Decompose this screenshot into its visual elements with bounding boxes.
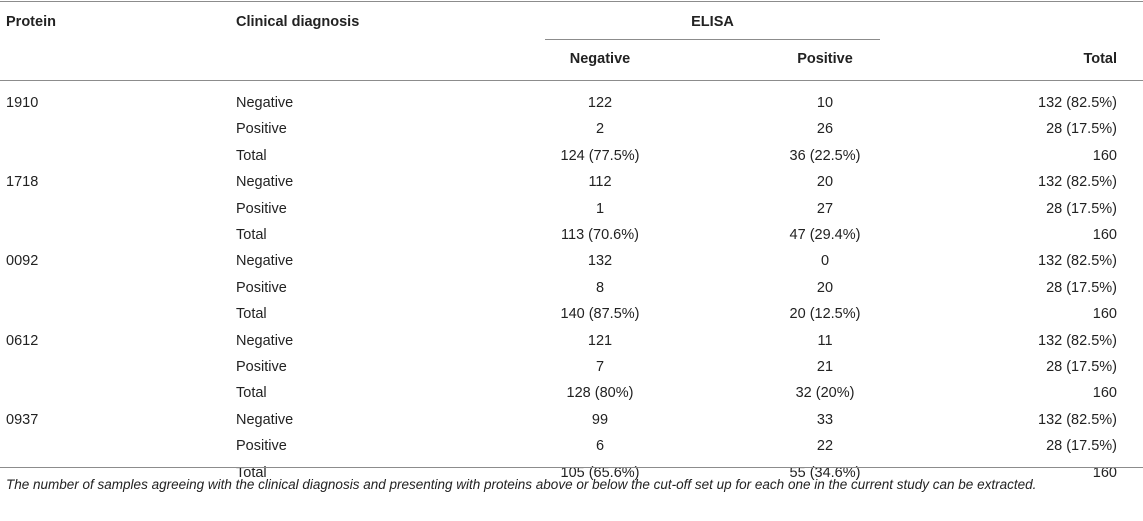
cell-protein: 1718 (6, 174, 39, 190)
cell-elisa-negative: 113 (70.6%) (561, 227, 639, 243)
cell-elisa-negative: 128 (80%) (566, 385, 634, 401)
cell-elisa-positive: 36 (22.5%) (789, 148, 861, 164)
header-elisa: ELISA (691, 14, 734, 30)
cell-total: 160 (1092, 306, 1117, 322)
cell-elisa-positive: 21 (816, 359, 834, 375)
cell-total: 28 (17.5%) (1046, 201, 1117, 217)
cell-elisa-positive: 55 (34.6%) (789, 465, 861, 481)
cell-elisa-positive: 47 (29.4%) (789, 227, 861, 243)
cell-elisa-positive: 27 (816, 201, 834, 217)
cell-elisa-positive: 32 (20%) (795, 385, 855, 401)
cell-total: 28 (17.5%) (1046, 438, 1117, 454)
cell-elisa-positive: 10 (816, 95, 834, 111)
cell-protein: 0092 (6, 253, 39, 269)
cell-diagnosis: Negative (236, 174, 294, 190)
cell-protein: 1910 (6, 95, 39, 111)
header-protein: Protein (6, 14, 56, 30)
cell-diagnosis: Positive (236, 359, 287, 375)
cell-elisa-negative: 1 (595, 201, 605, 217)
cell-elisa-negative: 112 (588, 174, 612, 190)
cell-elisa-negative: 99 (591, 412, 609, 428)
cell-elisa-negative: 122 (587, 95, 613, 111)
elisa-span-rule (545, 39, 880, 40)
cell-elisa-negative: 6 (595, 438, 605, 454)
cell-diagnosis: Negative (236, 333, 294, 349)
cell-elisa-negative: 7 (595, 359, 605, 375)
cell-elisa-positive: 11 (817, 333, 833, 349)
cell-elisa-negative: 121 (587, 333, 613, 349)
table-footnote: The number of samples agreeing with the … (6, 477, 1037, 492)
cell-diagnosis: Positive (236, 438, 287, 454)
cell-elisa-negative: 2 (595, 121, 605, 137)
cell-elisa-positive: 20 (12.5%) (789, 306, 861, 322)
cell-elisa-positive: 20 (816, 174, 834, 190)
cell-total: 28 (17.5%) (1046, 280, 1117, 296)
cell-total: 160 (1092, 385, 1117, 401)
cell-total: 132 (82.5%) (1038, 253, 1117, 269)
cell-diagnosis: Positive (236, 280, 287, 296)
cell-diagnosis: Negative (236, 253, 294, 269)
header-bottom-rule (0, 80, 1143, 81)
cell-elisa-positive: 26 (816, 121, 834, 137)
cell-total: 132 (82.5%) (1038, 333, 1117, 349)
cell-total: 132 (82.5%) (1038, 174, 1117, 190)
header-positive: Positive (797, 51, 853, 67)
cell-total: 28 (17.5%) (1046, 121, 1117, 137)
table-bottom-rule (0, 467, 1143, 468)
cell-diagnosis: Total (236, 465, 267, 481)
cell-elisa-positive: 20 (816, 280, 834, 296)
header-clinical-diagnosis: Clinical diagnosis (236, 14, 360, 30)
cell-diagnosis: Total (236, 306, 267, 322)
cell-total: 132 (82.5%) (1038, 412, 1117, 428)
cell-elisa-positive: 22 (816, 438, 834, 454)
table-top-rule (0, 1, 1143, 2)
cell-protein: 0612 (6, 333, 39, 349)
cell-total: 28 (17.5%) (1046, 359, 1117, 375)
cell-protein: 0937 (6, 412, 39, 428)
cell-total: 160 (1092, 227, 1117, 243)
cell-elisa-negative: 105 (65.6%) (560, 465, 640, 481)
cell-diagnosis: Total (236, 227, 267, 243)
header-negative: Negative (569, 51, 631, 67)
cell-elisa-negative: 8 (595, 280, 605, 296)
cell-elisa-negative: 140 (87.5%) (560, 306, 640, 322)
cell-elisa-negative: 132 (587, 253, 613, 269)
cell-total: 160 (1092, 148, 1117, 164)
cell-diagnosis: Total (236, 385, 267, 401)
cell-total: 160 (1092, 465, 1117, 481)
cell-total: 132 (82.5%) (1038, 95, 1117, 111)
cell-elisa-positive: 0 (820, 253, 830, 269)
cell-elisa-positive: 33 (816, 412, 834, 428)
cell-diagnosis: Negative (236, 412, 294, 428)
cell-diagnosis: Total (236, 148, 267, 164)
header-total: Total (1083, 51, 1117, 67)
cell-diagnosis: Positive (236, 201, 287, 217)
cell-diagnosis: Positive (236, 121, 287, 137)
cell-diagnosis: Negative (236, 95, 294, 111)
cell-elisa-negative: 124 (77.5%) (560, 148, 640, 164)
